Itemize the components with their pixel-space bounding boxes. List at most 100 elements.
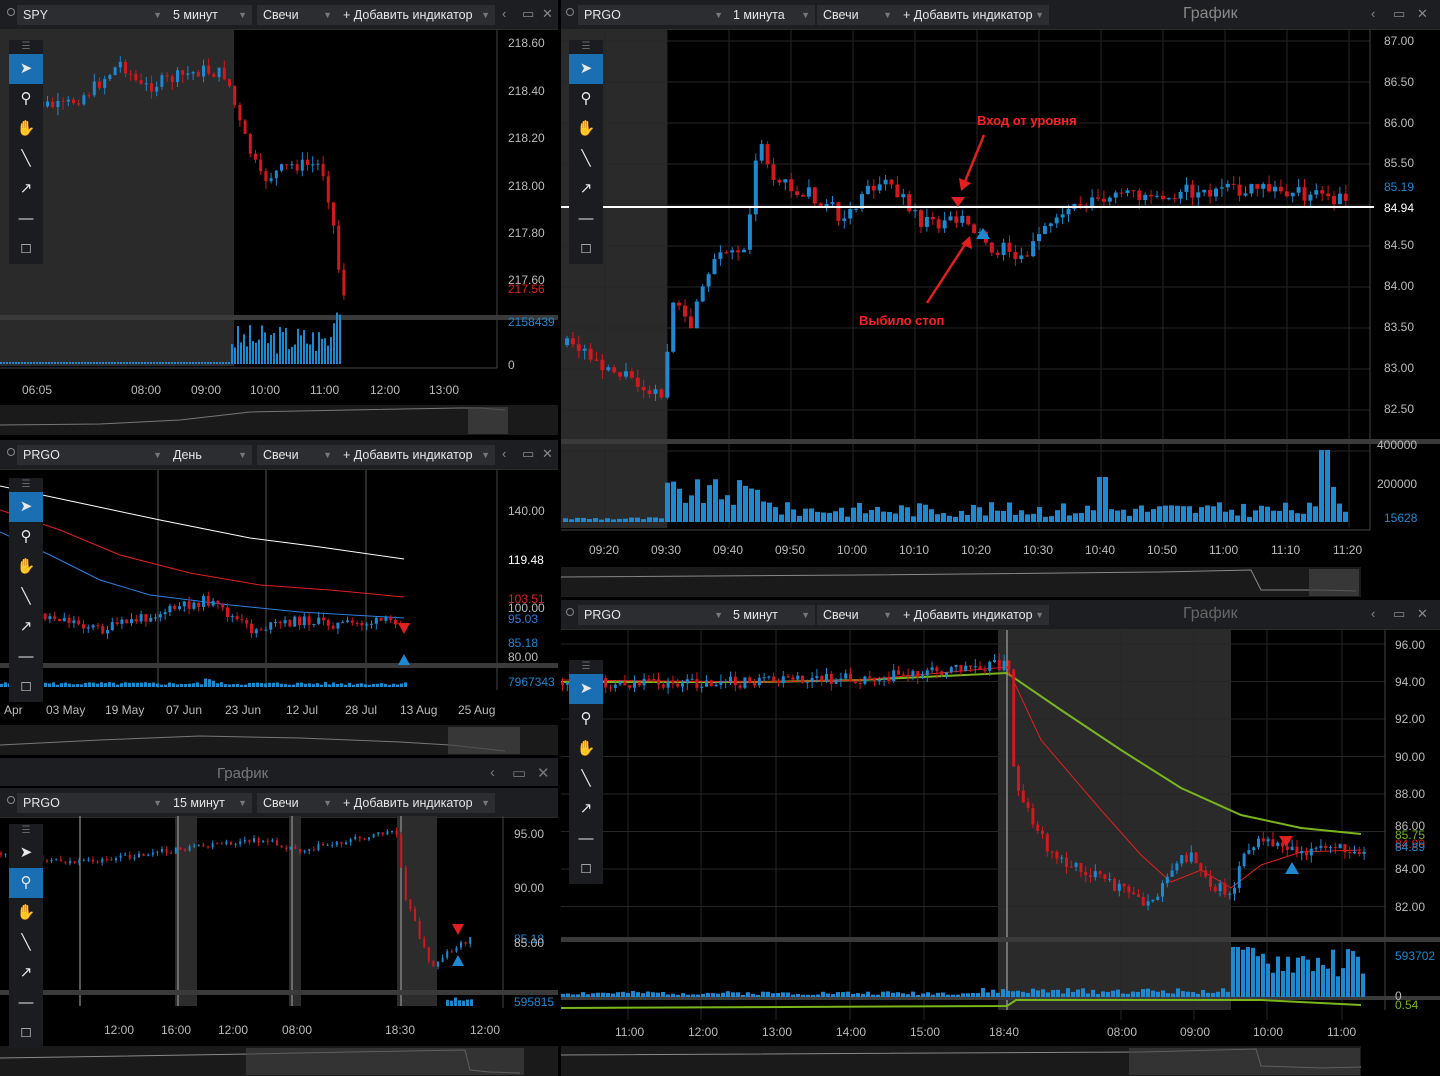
interval-select[interactable]: 5 минут ▼ <box>167 5 252 25</box>
maximize-icon[interactable]: ▭ <box>522 446 535 461</box>
close-icon[interactable]: ✕ <box>542 446 553 461</box>
horizontal-line-icon[interactable]: — <box>578 830 594 847</box>
pointer-icon[interactable]: ➤ <box>569 54 603 84</box>
pane-splitter[interactable] <box>561 937 1440 942</box>
link-icon[interactable] <box>7 8 15 16</box>
close-icon[interactable]: ✕ <box>1417 606 1428 621</box>
hand-icon[interactable]: ✋ <box>16 120 36 137</box>
interval-select[interactable]: 15 минут ▼ <box>167 793 252 813</box>
pane-splitter[interactable] <box>0 990 558 995</box>
maximize-icon[interactable]: ▭ <box>1393 606 1406 621</box>
arrow-icon[interactable]: ↗ <box>19 180 33 197</box>
link-icon[interactable] <box>7 796 15 804</box>
line-icon[interactable]: ╲ <box>21 150 31 167</box>
arrow-icon[interactable]: ↗ <box>19 964 33 981</box>
add-indicator-button[interactable]: + Добавить индикатор ▼ <box>337 793 495 813</box>
chart-type-select[interactable]: Свечи ▼ <box>817 5 897 25</box>
rectangle-icon[interactable]: □ <box>21 678 31 695</box>
symbol-select[interactable]: SPY ▼ <box>17 5 167 25</box>
hand-icon[interactable]: ✋ <box>16 558 36 575</box>
line-icon[interactable]: ╲ <box>21 934 31 951</box>
candle-body <box>271 840 274 842</box>
chart-type-select[interactable]: Свечи ▼ <box>817 605 897 625</box>
pane-splitter[interactable] <box>0 315 558 320</box>
symbol-select[interactable]: PRGO ▼ <box>17 445 167 465</box>
symbol-select[interactable]: PRGO ▼ <box>578 5 728 25</box>
pointer-icon[interactable]: ➤ <box>9 54 43 84</box>
toolbar-grip[interactable]: ☰ <box>581 661 591 672</box>
chart-type-select[interactable]: Свечи ▼ <box>257 793 337 813</box>
add-indicator-button[interactable]: + Добавить индикатор ▼ <box>897 5 1049 25</box>
pointer-icon[interactable]: ➤ <box>19 844 33 861</box>
line-icon[interactable]: ╲ <box>581 770 591 787</box>
symbol-select[interactable]: PRGO ▼ <box>578 605 728 625</box>
toolbar-grip[interactable]: ☰ <box>581 41 591 52</box>
spy-chart-svg[interactable]: 218.60 218.40 218.20 218.00 217.80 217.6… <box>0 0 558 437</box>
navigator-window[interactable] <box>246 1048 524 1075</box>
zoom-icon[interactable]: ⚲ <box>580 90 592 107</box>
line-icon[interactable]: ╲ <box>581 150 591 167</box>
window-titlebar[interactable]: График ‹ ▭ ✕ <box>0 758 558 786</box>
pane-splitter[interactable] <box>0 663 558 668</box>
add-indicator-button[interactable]: + Добавить индикатор ▼ <box>337 445 495 465</box>
chevron-left-icon[interactable]: ‹ <box>502 446 507 461</box>
rectangle-icon[interactable]: □ <box>21 240 31 257</box>
maximize-icon[interactable]: ▭ <box>522 6 535 21</box>
navigator-window[interactable] <box>1309 569 1359 596</box>
horizontal-line-icon[interactable]: — <box>18 648 34 665</box>
chevron-left-icon[interactable]: ‹ <box>490 764 495 781</box>
link-icon[interactable] <box>7 448 15 456</box>
link-icon[interactable] <box>566 8 574 16</box>
prgo-5m-chart-svg[interactable]: 96.00 94.00 92.00 90.00 88.00 86.00 85.7… <box>561 600 1440 1076</box>
line-icon[interactable]: ╲ <box>21 588 31 605</box>
interval-select[interactable]: День ▼ <box>167 445 252 465</box>
chevron-left-icon[interactable]: ‹ <box>502 6 507 21</box>
toolbar-grip[interactable]: ☰ <box>21 41 31 52</box>
prgo-1m-chart-svg[interactable]: Вход от уровня Выбило стоп 87.00 86.50 8… <box>561 0 1440 597</box>
chart-type-select[interactable]: Свечи ▼ <box>257 445 337 465</box>
horizontal-line-icon[interactable]: — <box>578 210 594 227</box>
zoom-icon[interactable]: ⚲ <box>580 710 592 727</box>
navigator-window[interactable] <box>1129 1048 1360 1075</box>
zoom-icon[interactable]: ⚲ <box>20 90 32 107</box>
arrow-icon[interactable]: ↗ <box>579 800 593 817</box>
navigator[interactable] <box>0 405 558 435</box>
zoom-icon[interactable]: ⚲ <box>9 868 43 898</box>
horizontal-line-icon[interactable]: — <box>18 210 34 227</box>
interval-select[interactable]: 5 минут ▼ <box>727 605 815 625</box>
arrow-icon[interactable]: ↗ <box>579 180 593 197</box>
chevron-left-icon[interactable]: ‹ <box>1371 6 1376 21</box>
hand-icon[interactable]: ✋ <box>576 120 596 137</box>
pointer-icon[interactable]: ➤ <box>9 492 43 522</box>
add-indicator-button[interactable]: + Добавить индикатор ▼ <box>897 605 1049 625</box>
pane-splitter[interactable] <box>561 996 1440 1000</box>
add-indicator-button[interactable]: + Добавить индикатор ▼ <box>337 5 495 25</box>
rectangle-icon[interactable]: □ <box>21 1024 31 1041</box>
chevron-left-icon[interactable]: ‹ <box>1371 606 1376 621</box>
close-icon[interactable]: ✕ <box>542 6 553 21</box>
toolbar-grip[interactable]: ☰ <box>21 479 31 490</box>
arrow-icon[interactable]: ↗ <box>19 618 33 635</box>
rectangle-icon[interactable]: □ <box>581 860 591 877</box>
pane-splitter[interactable] <box>561 439 1440 444</box>
prgo-daily-chart-svg[interactable]: 140.00 119.48 103.51 100.00 95.03 85.18 … <box>0 440 558 756</box>
interval-select[interactable]: 1 минута ▼ <box>727 5 815 25</box>
prgo-15m-chart-svg[interactable]: 95.00 90.00 85.18 85.00 595815 12:00 16:… <box>0 758 558 1076</box>
navigator-window[interactable] <box>468 407 508 434</box>
navigator-window[interactable] <box>448 727 520 754</box>
pointer-icon[interactable]: ➤ <box>569 674 603 704</box>
zoom-icon[interactable]: ⚲ <box>20 528 32 545</box>
toolbar-grip[interactable]: ☰ <box>21 825 31 836</box>
hand-icon[interactable]: ✋ <box>16 904 36 921</box>
close-icon[interactable]: ✕ <box>537 765 550 782</box>
symbol-select[interactable]: PRGO ▼ <box>17 793 167 813</box>
maximize-icon[interactable]: ▭ <box>512 765 527 782</box>
close-icon[interactable]: ✕ <box>1417 6 1428 21</box>
hand-icon[interactable]: ✋ <box>576 740 596 757</box>
chart-type-select[interactable]: Свечи ▼ <box>257 5 337 25</box>
navigator[interactable] <box>561 567 1361 597</box>
horizontal-line-icon[interactable]: — <box>18 994 34 1011</box>
link-icon[interactable] <box>566 608 574 616</box>
maximize-icon[interactable]: ▭ <box>1393 6 1406 21</box>
rectangle-icon[interactable]: □ <box>581 240 591 257</box>
